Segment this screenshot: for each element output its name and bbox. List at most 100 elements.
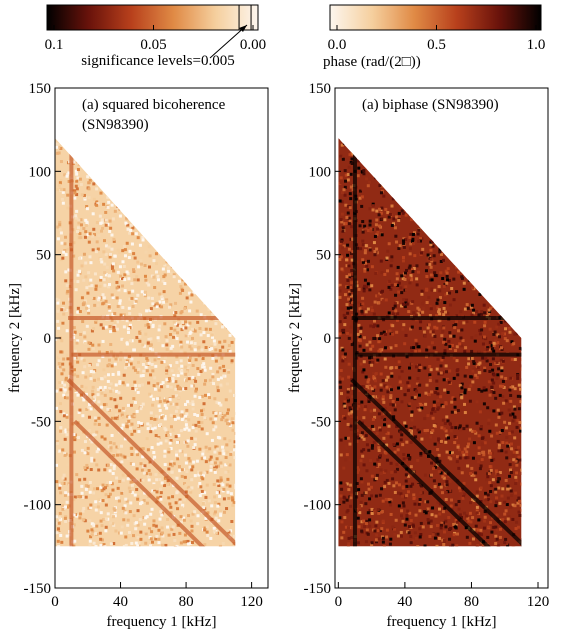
heatmap-cell	[500, 347, 504, 351]
heatmap-streak	[66, 378, 236, 547]
heatmap-cell	[404, 200, 408, 204]
heatmap-cell	[486, 155, 490, 159]
heatmap-cell	[514, 475, 518, 479]
heatmap-cell	[64, 376, 68, 380]
heatmap-cell	[350, 378, 354, 382]
heatmap-cell	[191, 512, 195, 516]
heatmap-cell	[422, 167, 426, 171]
heatmap-cell	[389, 537, 393, 541]
heatmap-cell	[170, 209, 174, 213]
heatmap-cell	[492, 391, 496, 395]
heatmap-cell	[431, 333, 435, 337]
heatmap-cell	[349, 504, 353, 508]
heatmap-cell	[207, 499, 211, 503]
heatmap-cell	[523, 237, 526, 240]
heatmap-cell	[193, 341, 197, 345]
heatmap-cell	[176, 323, 180, 327]
heatmap-cell	[375, 232, 379, 236]
heatmap-cell	[429, 221, 433, 225]
heatmap-cell	[214, 414, 218, 418]
heatmap-cell	[165, 378, 169, 382]
heatmap-cell	[136, 373, 140, 377]
heatmap-cell	[415, 382, 419, 386]
heatmap-cell	[206, 534, 210, 538]
heatmap-cell	[508, 431, 512, 435]
heatmap-cell	[368, 524, 372, 528]
heatmap-cell	[159, 201, 163, 205]
heatmap-cell	[404, 479, 408, 483]
heatmap-cell	[407, 310, 411, 314]
heatmap-cell	[190, 478, 194, 482]
heatmap-cell	[503, 153, 507, 157]
heatmap-cell	[144, 250, 148, 254]
heatmap-cell	[455, 320, 459, 324]
heatmap-cell	[127, 143, 131, 147]
heatmap-cell	[173, 138, 177, 142]
heatmap-cell	[436, 500, 440, 504]
heatmap-cell	[149, 175, 153, 179]
heatmap-cell	[203, 368, 207, 372]
heatmap-cell	[509, 216, 513, 220]
heatmap-cell	[445, 483, 449, 487]
heatmap-cell	[125, 360, 129, 364]
heatmap-cell	[344, 173, 348, 177]
heatmap-cell	[116, 142, 120, 146]
heatmap-cell	[513, 407, 517, 411]
heatmap-cell	[158, 408, 162, 412]
heatmap-cell	[497, 446, 501, 450]
heatmap-cell	[428, 196, 432, 200]
heatmap-cell	[505, 252, 509, 256]
heatmap-cell	[356, 153, 360, 157]
heatmap-cell	[508, 257, 512, 261]
heatmap-cell	[205, 525, 209, 529]
heatmap-cell	[450, 286, 454, 290]
heatmap-cell	[80, 264, 84, 268]
heatmap-cell	[506, 194, 510, 198]
heatmap-cell	[346, 243, 350, 247]
heatmap-cell	[62, 357, 66, 361]
heatmap-cell	[480, 188, 484, 192]
heatmap-cell	[65, 396, 69, 400]
heatmap-cell	[460, 275, 464, 279]
heatmap-cell	[442, 340, 446, 344]
heatmap-cell	[167, 402, 171, 406]
heatmap-cell	[185, 177, 189, 181]
heatmap-cell	[509, 282, 513, 286]
heatmap-cell	[129, 501, 133, 505]
heatmap-cell	[402, 196, 406, 200]
heatmap-cell	[77, 163, 81, 167]
heatmap-cell	[357, 159, 361, 163]
heatmap-cell	[515, 425, 519, 429]
heatmap-cell	[96, 202, 100, 206]
heatmap-cell	[387, 481, 391, 485]
heatmap-cell	[448, 291, 452, 295]
heatmap-cell	[516, 328, 520, 332]
heatmap-cell	[381, 395, 385, 399]
heatmap-cell	[440, 426, 444, 430]
heatmap-cell	[102, 487, 106, 491]
heatmap-cell	[367, 386, 371, 390]
heatmap-cell	[407, 166, 411, 170]
heatmap-cell	[161, 185, 165, 189]
heatmap-cell	[504, 399, 508, 403]
heatmap-cell	[226, 194, 230, 198]
heatmap-cell	[404, 138, 408, 141]
heatmap-cell	[468, 511, 472, 515]
heatmap-cell	[112, 237, 116, 241]
heatmap-cell	[466, 231, 470, 235]
heatmap-cell	[374, 524, 378, 528]
heatmap-cell	[85, 207, 89, 211]
heatmap-cell	[357, 323, 361, 327]
heatmap-cell	[103, 152, 107, 156]
y-tick-label: 100	[29, 164, 52, 180]
heatmap-cell	[145, 515, 149, 519]
heatmap-cell	[503, 337, 507, 341]
heatmap-cell	[395, 301, 399, 305]
heatmap-cell	[520, 152, 522, 156]
heatmap-cell	[83, 142, 87, 146]
heatmap-cell	[146, 138, 150, 142]
colorbar-tick-label: 0.00	[240, 37, 266, 53]
heatmap-cell	[387, 469, 391, 473]
heatmap-cell	[366, 268, 370, 272]
heatmap-cell	[459, 236, 463, 240]
